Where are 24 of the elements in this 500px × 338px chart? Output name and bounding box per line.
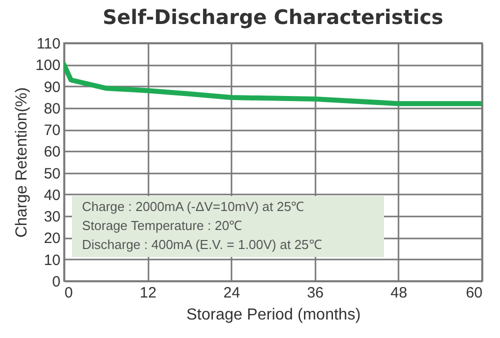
y-tick-label: 30 — [44, 208, 60, 226]
x-tick-label: 48 — [390, 284, 408, 302]
y-tick-label: 10 — [44, 252, 60, 269]
y-tick-label: 70 — [44, 122, 60, 140]
y-tick-label: 20 — [44, 230, 60, 248]
y-tick-label: 80 — [44, 100, 60, 118]
x-tick-label: 12 — [140, 284, 156, 302]
y-tick-label: 0 — [52, 274, 60, 290]
y-tick-label: 90 — [44, 78, 60, 96]
chart-title: Self-Discharge Characteristics — [102, 5, 444, 29]
x-tick-label: 36 — [306, 284, 324, 302]
annotation: Discharge : 400mA (E.V. = 1.00V) at 25℃ — [82, 237, 322, 252]
x-tick-label: 24 — [223, 284, 240, 302]
y-tick-label: 60 — [44, 144, 60, 161]
annotation: Charge : 2000mA (-ΔV=10mV) at 25℃ — [82, 199, 304, 214]
annotation: Storage Temperature : 20℃ — [82, 218, 242, 233]
y-tick-label: 50 — [44, 165, 60, 182]
y-axis-title: Charge Retention(%) — [13, 87, 30, 238]
x-tick-label: 60 — [466, 284, 482, 302]
x-axis-title: Storage Period (months) — [186, 306, 361, 324]
x-tick-label: 0 — [64, 284, 73, 302]
y-tick-label: 110 — [36, 36, 60, 52]
y-tick-label: 40 — [44, 186, 60, 204]
y-tick-label: 100 — [35, 57, 60, 74]
